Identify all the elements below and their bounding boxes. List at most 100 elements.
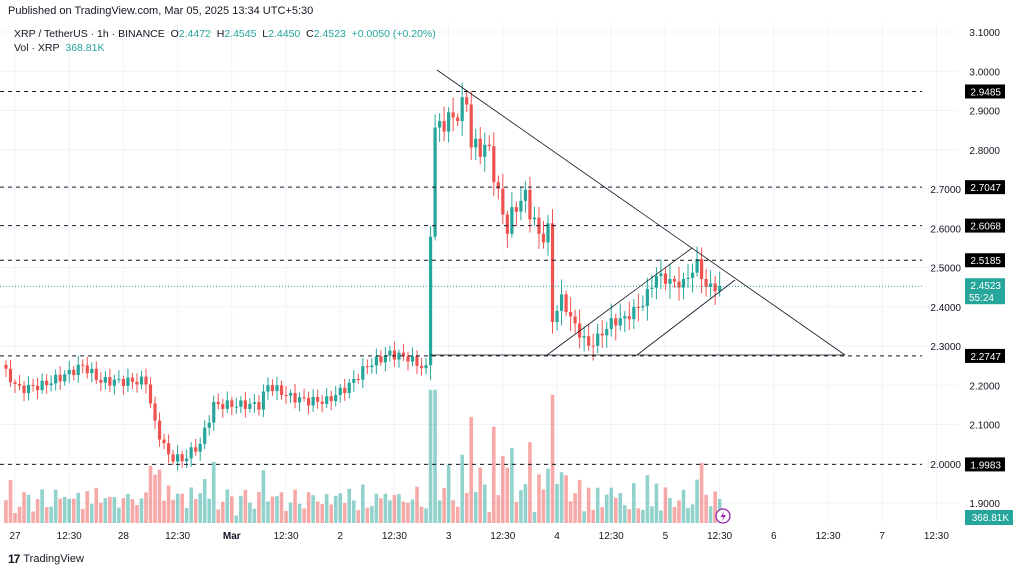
chart-legend: XRP / TetherUS · 1h · BINANCE O2.4472 H2…	[14, 27, 436, 55]
candle-body	[568, 312, 573, 317]
time-tick-label: 6	[771, 531, 777, 542]
price-tick-label: 3.1000	[969, 28, 1000, 39]
candle-body	[654, 275, 659, 288]
candle-body	[17, 383, 22, 386]
volume-bar	[392, 495, 397, 523]
volume-bar	[487, 512, 492, 523]
candle-body	[121, 379, 126, 386]
price-tick-label: 3.0000	[969, 67, 1000, 78]
candle-body	[659, 273, 663, 276]
volume-bar	[469, 416, 474, 523]
candle-body	[419, 365, 424, 369]
volume-bar	[67, 498, 72, 523]
time-tick-label: 2	[337, 531, 343, 542]
candle-body	[695, 258, 699, 273]
volume-bar	[184, 508, 189, 523]
candle-body	[596, 333, 600, 346]
candle-body	[410, 356, 415, 362]
lightning-icon[interactable]	[715, 508, 731, 524]
price-tick-label: 2.2000	[969, 381, 1000, 392]
level-price-label: 2.6068	[970, 222, 1001, 233]
volume-bar	[225, 489, 230, 523]
volume-bar	[248, 502, 252, 523]
volume-bar	[261, 470, 266, 523]
volume-bar	[668, 497, 672, 523]
lightning-bolt	[720, 511, 726, 522]
price-tick-label: 2.9000	[969, 107, 1000, 118]
volume-bar	[415, 486, 419, 523]
candle-body	[234, 406, 238, 408]
volume-bar	[144, 492, 148, 523]
volume-bar	[514, 501, 519, 523]
time-tick-label: 28	[118, 531, 130, 542]
volume-bar	[94, 487, 99, 523]
candle-body	[415, 356, 419, 366]
candle-body	[632, 306, 636, 320]
candle-body	[618, 318, 622, 326]
volume-bar	[347, 488, 352, 523]
volume-bar	[577, 479, 582, 523]
trend-line	[436, 69, 846, 356]
volume-bar	[650, 506, 654, 523]
volume-bar	[586, 487, 591, 523]
volume-bar	[437, 500, 442, 523]
candle-body	[505, 214, 509, 234]
time-tick-label: 12:30	[382, 531, 407, 542]
candle-body	[442, 121, 446, 132]
time-tick-label: 12:30	[924, 531, 949, 542]
candle-body	[424, 365, 428, 369]
volume-bar	[641, 509, 645, 523]
current-price-label: 2.4523	[970, 281, 1001, 292]
volume-bar	[600, 507, 605, 523]
volume-bar	[180, 493, 184, 523]
volume-bar	[148, 465, 153, 523]
volume-bar	[4, 500, 8, 523]
candle-body	[49, 383, 53, 386]
volume-bar	[519, 490, 523, 523]
candle-body	[334, 394, 338, 402]
volume-bar	[419, 506, 424, 523]
candle-body	[166, 443, 171, 455]
low-label: L	[262, 28, 269, 40]
time-tick-label: 12:30	[273, 531, 298, 542]
volume-bar	[166, 485, 171, 523]
volume-bar	[315, 501, 320, 523]
volume-bar	[252, 508, 257, 523]
volume-bar	[681, 489, 686, 523]
candle-body	[112, 379, 116, 386]
volume-bar	[473, 491, 478, 523]
time-tick-label: 12:30	[599, 531, 624, 542]
volume-bar	[44, 507, 49, 523]
volume-bar	[139, 498, 144, 523]
price-tick-label: 2.3000	[930, 342, 961, 353]
volume-bar	[153, 474, 157, 523]
volume-bar	[699, 463, 704, 523]
volume-bar	[451, 500, 455, 523]
candle-body	[67, 369, 71, 375]
volume-bar	[559, 472, 564, 523]
candle-body	[523, 189, 528, 201]
candle-body	[587, 336, 591, 346]
volume-bar	[49, 506, 53, 523]
candle-body	[288, 392, 293, 396]
volume-bar	[388, 500, 392, 523]
candle-body	[58, 374, 62, 382]
candle-body	[99, 379, 103, 383]
volume-bar	[433, 389, 437, 523]
candle-body	[153, 403, 157, 421]
symbol-label[interactable]: XRP / TetherUS · 1h · BINANCE	[14, 28, 165, 40]
candle-body	[718, 286, 722, 292]
candle-body	[45, 380, 49, 386]
level-price-label: 2.5185	[970, 256, 1001, 267]
price-tick-label: 2.0000	[930, 460, 961, 471]
candle-body	[252, 402, 257, 404]
volume-bar	[636, 508, 641, 523]
volume-bar	[464, 492, 469, 523]
candle-body	[225, 400, 229, 409]
time-tick-label: 12:30	[165, 531, 190, 542]
volume-bar	[302, 508, 306, 523]
candle-body	[388, 350, 392, 356]
candle-body	[13, 382, 17, 384]
volume-bar	[505, 467, 510, 523]
